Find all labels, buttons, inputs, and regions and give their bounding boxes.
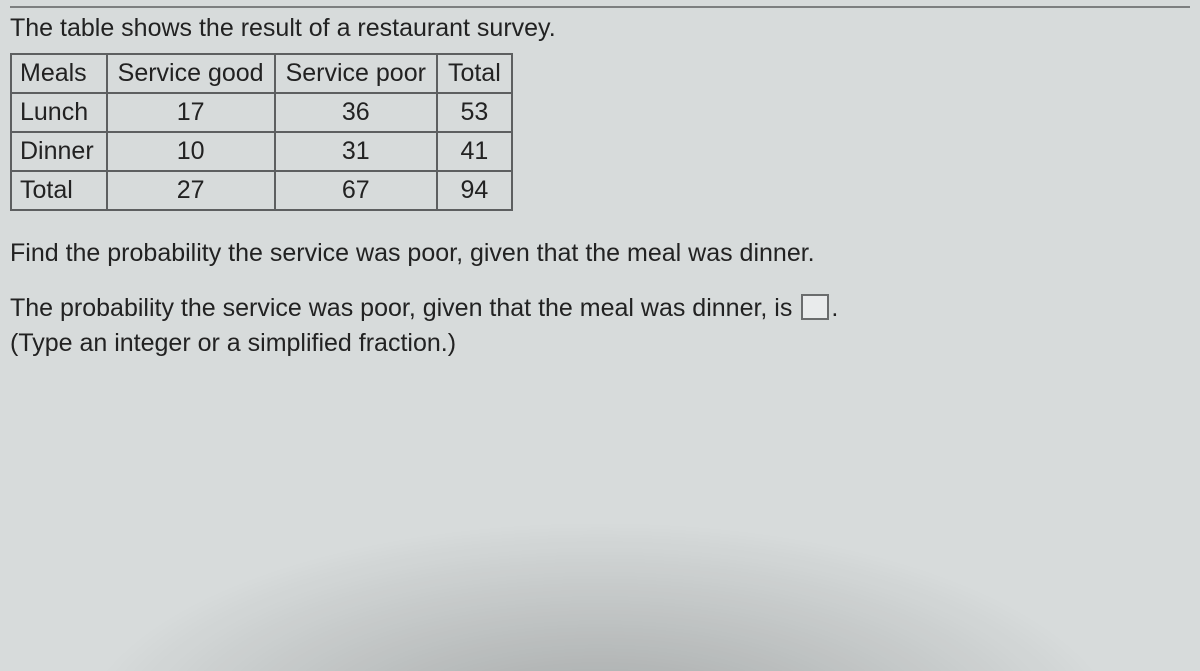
- question-panel: The table shows the result of a restaura…: [0, 0, 1200, 358]
- survey-table: Meals Service good Service poor Total Lu…: [10, 53, 513, 211]
- hint-text: (Type an integer or a simplified fractio…: [10, 329, 1190, 358]
- question-text: Find the probability the service was poo…: [10, 239, 1190, 268]
- table-row: Total 27 67 94: [11, 171, 512, 210]
- cell: 10: [107, 132, 275, 171]
- intro-text: The table shows the result of a restaura…: [10, 14, 1190, 43]
- col-header: Meals: [11, 54, 107, 93]
- cell: 53: [437, 93, 512, 132]
- top-rule: [10, 6, 1190, 8]
- col-header: Service good: [107, 54, 275, 93]
- answer-input[interactable]: [801, 294, 829, 320]
- cell: 17: [107, 93, 275, 132]
- row-label: Total: [11, 171, 107, 210]
- row-label: Lunch: [11, 93, 107, 132]
- answer-lead: The probability the service was poor, gi…: [10, 294, 799, 322]
- col-header: Total: [437, 54, 512, 93]
- cell: 31: [275, 132, 437, 171]
- cell: 67: [275, 171, 437, 210]
- table-header-row: Meals Service good Service poor Total: [11, 54, 512, 93]
- cell: 94: [437, 171, 512, 210]
- cell: 27: [107, 171, 275, 210]
- answer-trail: .: [831, 294, 838, 322]
- row-label: Dinner: [11, 132, 107, 171]
- vignette-overlay: [0, 491, 1200, 671]
- answer-line: The probability the service was poor, gi…: [10, 294, 1190, 323]
- col-header: Service poor: [275, 54, 437, 93]
- cell: 41: [437, 132, 512, 171]
- table-row: Lunch 17 36 53: [11, 93, 512, 132]
- table-row: Dinner 10 31 41: [11, 132, 512, 171]
- cell: 36: [275, 93, 437, 132]
